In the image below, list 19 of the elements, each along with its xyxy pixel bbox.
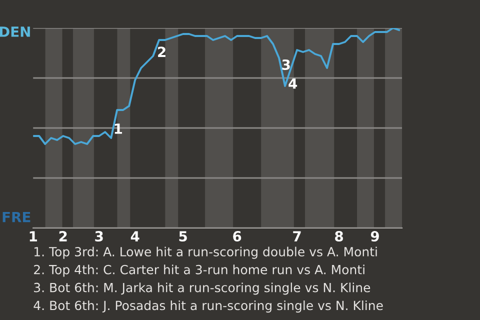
x-tick-label: 4	[130, 231, 140, 242]
x-tick-label: 7	[293, 231, 301, 242]
text: 1. Top 3rd: A. Lowe hit a run-scoring double vs A. Monti	[34, 246, 377, 259]
annotation: 4	[288, 78, 298, 89]
x-tick-label: 2	[59, 231, 67, 242]
text: 4. Bot 6th: J. Posadas hit a run-scoring single vs N. Kline	[34, 300, 383, 313]
x-tick-label: 6	[233, 231, 242, 242]
text: FRE	[2, 212, 30, 222]
text: DEN	[0, 26, 30, 37]
text: 3. Bot 6th: M. Jarka hit a run-scoring single vs N. Kline	[34, 282, 370, 295]
x-tick-label: 3	[95, 231, 103, 242]
text: 2. Top 4th: C. Carter hit a 3-run home run vs A. Monti	[34, 264, 364, 277]
annotation: 3	[282, 59, 290, 70]
x-tick-label: 8	[335, 231, 343, 242]
x-tick-label: 5	[179, 231, 187, 242]
x-tick-label: 9	[370, 231, 379, 242]
x-tick-label: 1	[30, 231, 37, 242]
annotation: 2	[158, 46, 166, 57]
annotation: 1	[114, 124, 122, 134]
